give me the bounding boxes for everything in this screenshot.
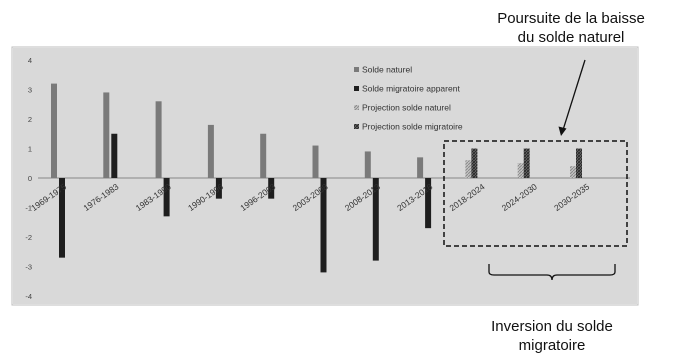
bar-solde-migratoire-apparent-1990-1996 bbox=[215, 178, 222, 199]
bar-solde-migratoire-apparent-1983-1990 bbox=[163, 178, 170, 217]
legend-label: Solde naturel bbox=[362, 65, 412, 75]
y-tick-label: 4 bbox=[28, 56, 32, 65]
annotation-brace bbox=[488, 264, 616, 281]
arrowhead-icon bbox=[558, 126, 567, 136]
bar-projection-solde-naturel-2030-2035 bbox=[570, 166, 576, 178]
y-tick-label: 2 bbox=[28, 115, 32, 124]
y-tick-label: 1 bbox=[28, 145, 32, 154]
legend-label: Solde migratoire apparent bbox=[362, 84, 460, 94]
bar-projection-solde-migratoire-2030-2035 bbox=[576, 148, 582, 178]
y-tick-label: -3 bbox=[25, 263, 32, 272]
annotation-natural-decline: Poursuite de la baisse du solde naturel bbox=[455, 9, 685, 47]
bar-solde-migratoire-apparent-2008-2013 bbox=[372, 178, 379, 261]
bar-solde-migratoire-apparent-2003-2008 bbox=[320, 178, 327, 273]
annotation-migration-inversion: Inversion du solde migratoire bbox=[452, 317, 652, 355]
bar-projection-solde-migratoire-2024-2030 bbox=[523, 148, 530, 178]
bar-projection-solde-naturel-2024-2030 bbox=[517, 163, 524, 178]
bar-solde-naturel-2003-2008 bbox=[312, 145, 319, 178]
bar-solde-naturel-1983-1990 bbox=[155, 101, 162, 178]
legend-swatch bbox=[354, 124, 359, 129]
annotation-bottom-line2: migratoire bbox=[518, 337, 586, 354]
annotation-bottom-line1: Inversion du solde bbox=[491, 318, 613, 335]
y-tick-label: -2 bbox=[25, 233, 32, 242]
y-tick-label: -4 bbox=[25, 292, 32, 301]
bar-solde-naturel-1996-2003 bbox=[260, 133, 267, 178]
bar-solde-naturel-2008-2013 bbox=[364, 151, 371, 178]
annotation-arrow bbox=[562, 59, 586, 131]
bar-projection-solde-naturel-2018-2024 bbox=[465, 160, 472, 178]
annotation-top-line1: Poursuite de la baisse bbox=[497, 10, 645, 27]
y-tick-label: 3 bbox=[28, 86, 32, 95]
legend-label: Projection solde migratoire bbox=[362, 122, 463, 132]
bar-solde-migratoire-apparent-1996-2003 bbox=[268, 178, 275, 199]
bar-solde-naturel-1976-1983 bbox=[103, 92, 110, 178]
bar-solde-naturel-2013-2018 bbox=[417, 157, 424, 178]
bar-solde-migratoire-apparent-1969-1975 bbox=[59, 178, 65, 258]
bar-projection-solde-migratoire-2018-2024 bbox=[471, 148, 478, 178]
bar-solde-migratoire-apparent-2013-2018 bbox=[425, 178, 432, 229]
bar-solde-migratoire-apparent-1976-1983 bbox=[111, 133, 118, 178]
bar-solde-naturel-1969-1975 bbox=[51, 83, 57, 178]
y-tick-label: -1 bbox=[25, 204, 32, 213]
legend-swatch bbox=[354, 86, 359, 91]
legend-swatch bbox=[354, 105, 359, 110]
y-tick-label: 0 bbox=[28, 174, 32, 183]
projection-dashed-box bbox=[443, 140, 628, 247]
legend-swatch bbox=[354, 67, 359, 72]
annotation-top-line2: du solde naturel bbox=[517, 29, 625, 46]
bar-solde-naturel-1990-1996 bbox=[207, 124, 214, 178]
legend-label: Projection solde naturel bbox=[362, 103, 451, 113]
